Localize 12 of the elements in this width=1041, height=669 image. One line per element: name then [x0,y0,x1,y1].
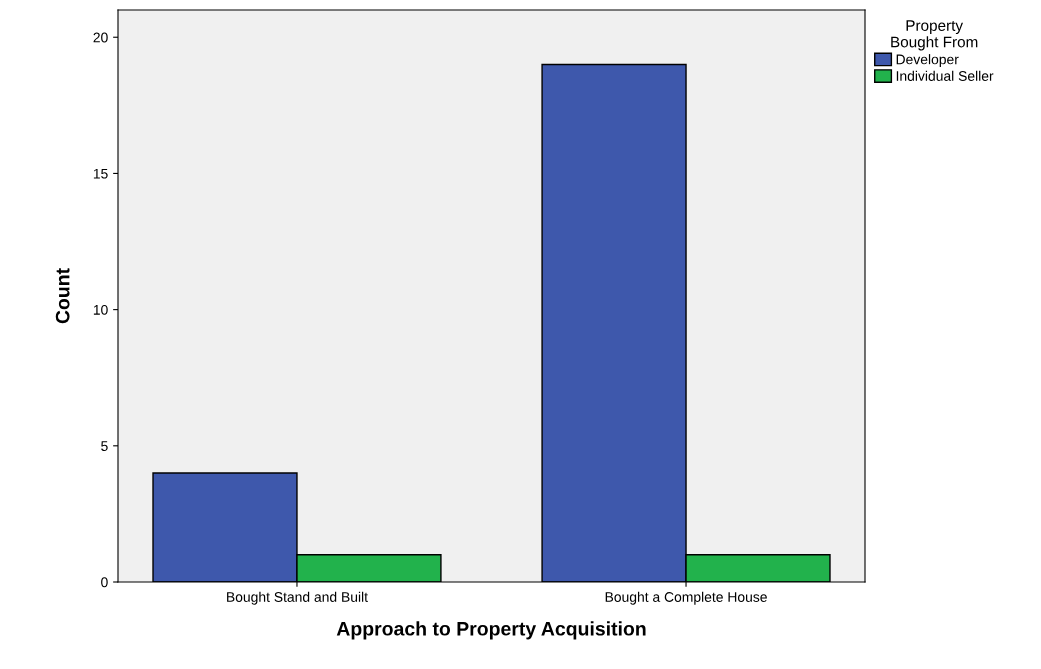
x-axis-title: Approach to Property Acquisition [336,621,646,640]
x-tick-label: Bought Stand and Built [227,591,368,605]
y-axis-title: Count [55,268,70,324]
legend-title: Property Bought From [891,20,978,51]
y-tick-label: 5 [101,441,108,451]
y-tick-label: 10 [93,304,108,315]
y-tick-label: 20 [93,32,108,43]
y-tick-label: 0 [101,577,108,588]
y-tick-label: 15 [93,168,108,179]
x-tick-label: Bought a Complete House [605,591,767,605]
legend-label: Developer [896,54,959,68]
legend-label: Individual Seller [896,70,994,81]
